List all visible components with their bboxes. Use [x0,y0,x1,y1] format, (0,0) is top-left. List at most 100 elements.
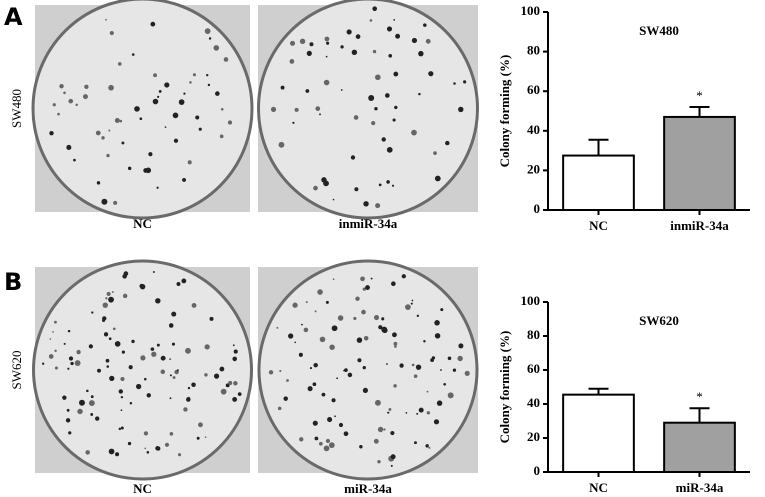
colony [169,397,172,400]
colony [337,315,344,321]
colony [168,323,174,328]
y-tick-label: 0 [534,201,541,216]
colony [204,28,211,35]
colony [213,45,220,51]
colony [353,316,357,321]
colony [292,302,298,308]
colony [280,85,285,90]
colony [127,441,132,446]
colony [176,369,179,372]
colony [385,362,389,366]
colony [52,103,56,107]
colony [223,57,229,62]
y-tick-label: 100 [521,3,541,18]
colony [171,311,177,317]
colony [391,184,395,187]
colony [62,395,67,400]
colony [139,283,144,289]
colony [381,137,386,142]
colony [232,344,235,347]
colony [75,103,78,107]
colony [160,355,166,361]
chart-title: SW480 [639,23,679,38]
image-caption: inmiR-34a [339,216,398,231]
colony [103,332,109,337]
colony [387,411,390,414]
colony [331,398,336,403]
colony [312,382,317,387]
colony [183,407,188,412]
colony [157,95,160,98]
colony [160,369,166,375]
colony [227,120,233,125]
colony [423,23,427,27]
colony [294,107,299,112]
colony [150,347,155,351]
colony [164,82,170,88]
colony [66,408,70,412]
colony [355,296,360,301]
colony [95,130,101,136]
colony [306,50,312,56]
colony [286,379,289,382]
colony [152,271,155,273]
colony [440,369,442,371]
colony [204,436,207,439]
colony [338,422,344,428]
colony [390,431,395,436]
colony [319,336,326,343]
colony [220,107,224,111]
colony [233,381,238,386]
colony [362,387,369,394]
colony [59,83,64,89]
colony [373,314,380,321]
colony [381,317,385,321]
colony [388,408,392,411]
colony [84,84,89,89]
colony [186,397,191,402]
colony [325,300,329,304]
colony [394,345,397,348]
colony [172,112,179,119]
colony [88,344,93,349]
colony [74,360,81,366]
colony [359,445,363,449]
colony [42,362,45,365]
colony [106,153,110,158]
colony [67,329,71,333]
colony [101,136,105,140]
colony [393,341,398,346]
colony [314,310,317,313]
colony [118,427,122,431]
colony [68,431,72,435]
colony [426,390,429,393]
colony [411,129,417,136]
colony [108,129,111,132]
colony [383,428,386,431]
colony [49,130,54,136]
colony [112,327,116,331]
colony [391,281,396,287]
colony [119,119,123,123]
colony [109,30,114,36]
colony [187,160,192,165]
colony [434,175,441,182]
colony [325,438,331,444]
colony [336,377,339,380]
colony [128,365,133,370]
colony [340,89,343,91]
colony [164,126,167,128]
colony [426,411,431,415]
y-tick-label: 60 [527,361,540,376]
colony [102,316,107,321]
colony [321,392,326,397]
bar [663,115,736,211]
colony [140,355,146,361]
colony [70,361,74,366]
colony [334,415,336,418]
panel-label: A [4,3,23,31]
colony [151,351,157,357]
colony [86,389,89,393]
colony [178,453,182,457]
